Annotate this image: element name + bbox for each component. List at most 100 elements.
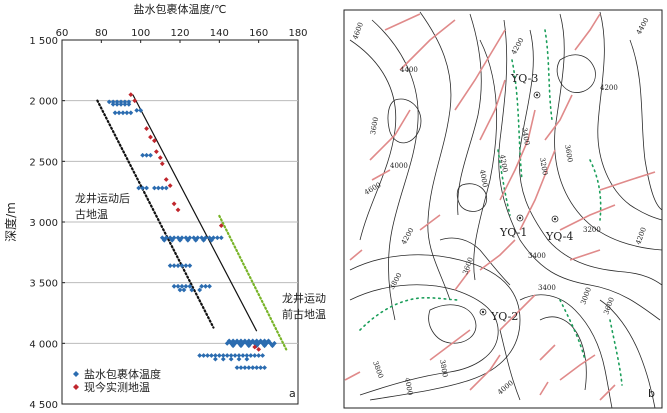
data-point — [211, 235, 216, 241]
data-point — [171, 201, 177, 207]
data-point — [197, 287, 203, 293]
data-point — [118, 101, 124, 107]
data-point — [138, 107, 144, 113]
data-point — [228, 356, 234, 362]
data-point — [232, 353, 238, 358]
legend-label-present: 现今实测地温 — [84, 380, 150, 394]
data-point — [187, 283, 193, 289]
y-axis-title: 深度/m — [3, 202, 18, 242]
data-point — [203, 283, 208, 289]
data-point — [220, 356, 226, 362]
x-tick-label: 160 — [249, 28, 268, 39]
x-tick-label: 140 — [210, 28, 229, 39]
data-point — [260, 353, 265, 358]
legend-marker-brine — [73, 371, 79, 377]
x-tick-labels: 60 80 100 120 140 160 180 — [56, 28, 308, 43]
y-tick-label: 3 000 — [29, 218, 58, 229]
y-tick-label: 4 000 — [29, 339, 58, 350]
data-point — [144, 185, 149, 191]
data-point — [262, 365, 267, 370]
data-point — [189, 287, 195, 293]
data-point — [167, 263, 173, 269]
data-point — [132, 98, 138, 104]
data-point — [218, 235, 224, 241]
data-point — [181, 287, 187, 293]
x-axis-title: 盐水包裹体温度/℃ — [133, 2, 226, 16]
annotation-pre-longjing-2: 前古地温 — [282, 307, 326, 321]
data-point — [199, 235, 205, 241]
data-point — [244, 356, 250, 362]
well-icon — [535, 93, 539, 97]
data-point — [140, 185, 146, 191]
contour-label: 3400 — [538, 284, 556, 292]
data-point — [205, 353, 210, 358]
data-point — [256, 353, 262, 358]
data-point — [236, 353, 242, 358]
well-icon — [551, 215, 559, 223]
data-point — [152, 138, 157, 144]
data-point — [228, 353, 234, 358]
data-point — [144, 152, 149, 158]
data-point — [154, 149, 159, 155]
x-tick-label: 120 — [170, 28, 189, 39]
data-point — [230, 343, 236, 349]
trend-lines — [96, 94, 288, 351]
data-point — [177, 237, 183, 243]
data-point — [155, 185, 161, 191]
data-point — [163, 185, 169, 191]
well-icon — [533, 91, 541, 99]
legend-marker-present — [73, 384, 79, 390]
data-point — [199, 283, 205, 289]
well-label-yq2: YQ-2 — [490, 310, 518, 323]
data-point — [209, 237, 214, 243]
legend: 盐水包裹体温度 现今实测地温 — [73, 367, 161, 394]
y-tick-label: 4 500 — [29, 400, 58, 411]
well-icon — [481, 310, 485, 314]
data-point — [152, 185, 157, 191]
data-point — [201, 353, 206, 358]
data-point — [258, 365, 264, 370]
dotted-boundaries — [359, 29, 623, 386]
data-point — [242, 365, 248, 370]
data-point — [159, 235, 165, 241]
well-markers: YQ-3 YQ-1 YQ-4 YQ-2 — [479, 72, 573, 323]
data-point — [167, 235, 173, 241]
data-point — [175, 283, 181, 289]
data-point — [177, 287, 183, 293]
x-tick-label: 180 — [288, 28, 307, 39]
data-point — [238, 343, 244, 349]
data-points — [106, 92, 277, 370]
horizontal-gridlines — [62, 100, 298, 344]
data-point — [234, 365, 240, 370]
data-point — [134, 107, 140, 113]
contour-label: 3400 — [520, 127, 531, 146]
data-point — [140, 152, 146, 158]
trend-line — [218, 214, 288, 351]
data-point — [128, 92, 134, 97]
data-point — [114, 101, 120, 107]
data-point — [126, 99, 132, 105]
data-point — [161, 237, 167, 243]
data-point — [207, 283, 212, 289]
data-point — [179, 235, 185, 241]
data-point — [179, 263, 185, 269]
data-point — [254, 365, 260, 370]
trend-line — [96, 99, 215, 329]
fault-lines — [344, 13, 656, 401]
contour-lines — [349, 11, 662, 408]
well-icon — [553, 217, 557, 221]
data-point — [246, 343, 252, 349]
data-point — [114, 99, 120, 105]
legend-label-brine: 盐水包裹体温度 — [84, 367, 161, 381]
contour-label: 3400 — [528, 252, 546, 260]
data-point — [224, 340, 230, 346]
x-tick-label: 60 — [56, 28, 69, 39]
data-point — [169, 237, 175, 243]
data-point — [187, 263, 193, 269]
panel-label-b: b — [648, 387, 655, 400]
annotation-pre-longjing: 龙井运动 — [282, 291, 326, 305]
data-point — [167, 183, 173, 188]
data-point — [240, 353, 246, 358]
contour-label: 4200 — [498, 154, 509, 173]
